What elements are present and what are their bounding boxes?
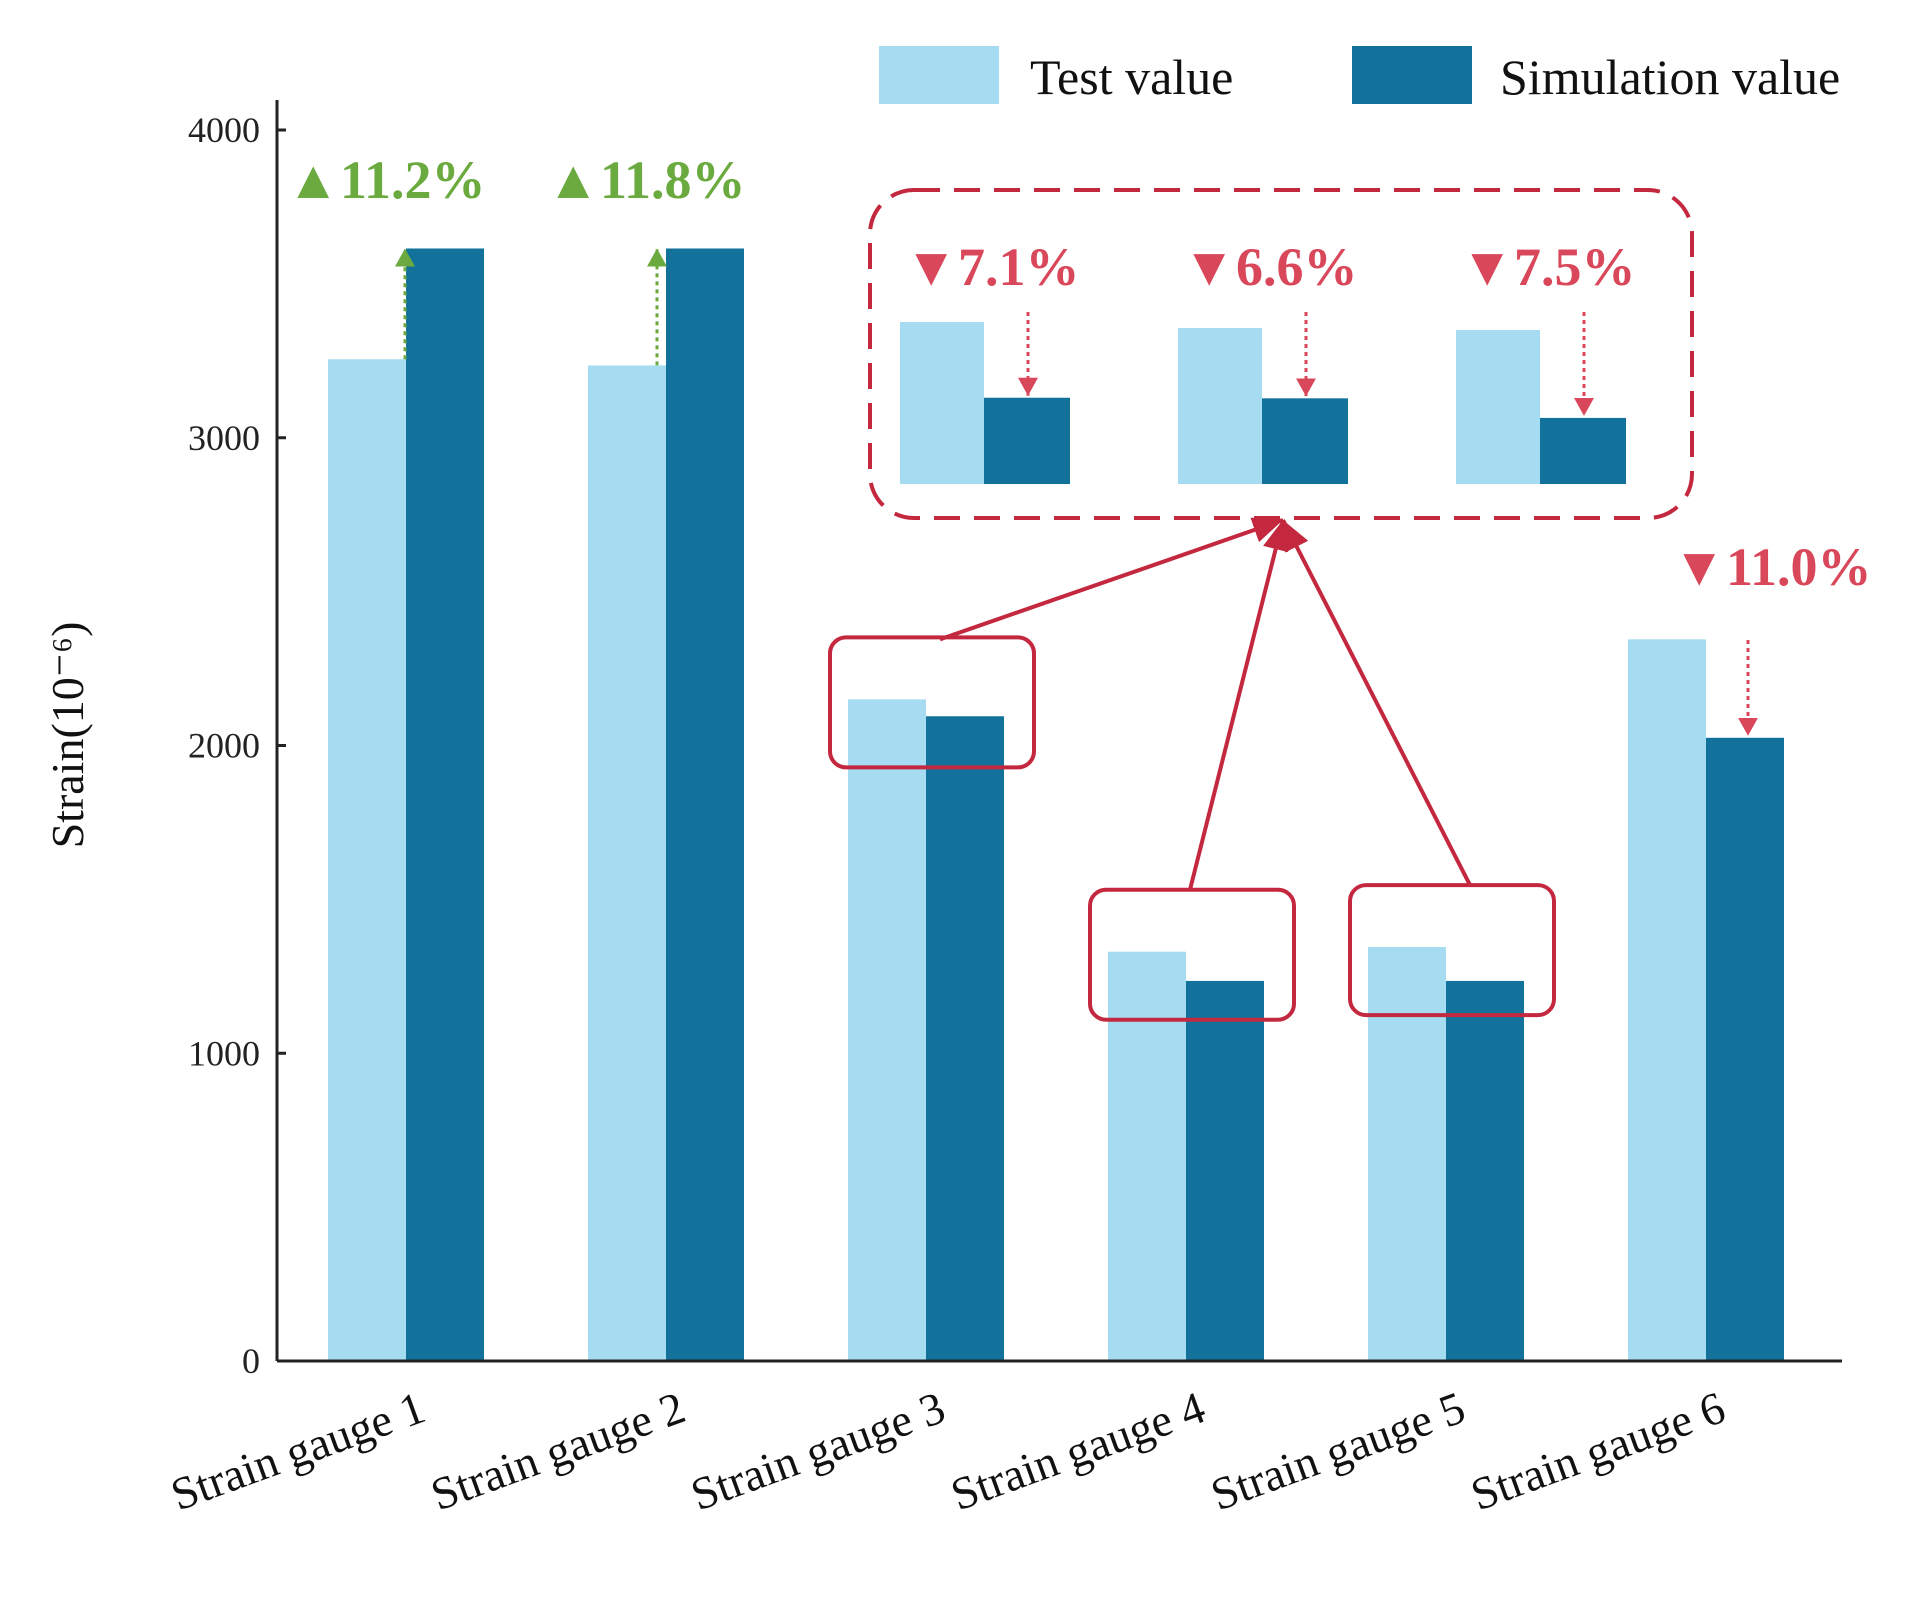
x-tick-label: Strain gauge 4 [944,1381,1211,1520]
y-tick-label: 0 [242,1341,260,1381]
bar-simulation-3 [926,716,1004,1361]
connector-arrow [1188,519,1289,891]
inset-bar-simulation [984,397,1070,484]
bars-layer [328,248,1784,1362]
bar-test-5 [1368,947,1446,1361]
inset-bar-simulation [1540,417,1626,484]
legend-swatch-test [879,46,999,104]
bar-simulation-5 [1446,980,1524,1361]
bar-simulation-4 [1186,980,1264,1361]
x-tick-label: Strain gauge 1 [164,1381,431,1520]
increase-label: ▲11.8% [547,150,746,210]
inset-decrease-label: ▼7.1% [905,237,1080,297]
y-tick-label: 4000 [188,110,260,150]
inset-decrease-label: ▼7.5% [1461,237,1636,297]
highlight-frame [1348,883,1556,1018]
legend-swatch-simulation [1352,46,1472,104]
bar-test-3 [848,699,926,1361]
y-tick-label: 3000 [188,418,260,458]
y-tick-label: 2000 [188,726,260,766]
legend-label-test: Test value [1030,49,1233,105]
connector-arrow [939,517,1284,642]
bar-simulation-1 [406,248,484,1361]
inset-bar-test [900,322,984,484]
bar-test-6 [1628,639,1706,1361]
annotations-layer: ▲11.2% ▲11.8% ▼11.0% ▼7.1% ▼6.6% ▼7.5% [287,150,1872,1022]
x-tick-label: Strain gauge 3 [684,1381,951,1520]
bar-simulation-6 [1706,737,1784,1361]
connector-arrow [1281,519,1472,886]
decrease-label: ▼11.0% [1673,537,1872,597]
bar-test-1 [328,359,406,1361]
highlight-frame [828,635,1036,770]
inset-decrease-label: ▼6.6% [1183,237,1358,297]
inset-bar-simulation [1262,398,1348,484]
legend-label-simulation: Simulation value [1500,49,1840,105]
x-tick-label: Strain gauge 2 [424,1381,691,1520]
inset-bar-test [1178,328,1262,484]
bar-test-4 [1108,951,1186,1361]
x-tick-label: Strain gauge 5 [1204,1381,1471,1520]
bar-test-2 [588,365,666,1362]
bar-simulation-2 [666,248,744,1361]
y-tick-label: 1000 [188,1033,260,1073]
x-tick-label: Strain gauge 6 [1464,1381,1731,1520]
inset-bar-test [1456,330,1540,484]
inset-frame [868,188,1694,520]
y-axis-label: Strain(10⁻⁶) [42,622,93,849]
legend: Test value Simulation value [879,46,1840,105]
increase-label: ▲11.2% [287,150,486,210]
